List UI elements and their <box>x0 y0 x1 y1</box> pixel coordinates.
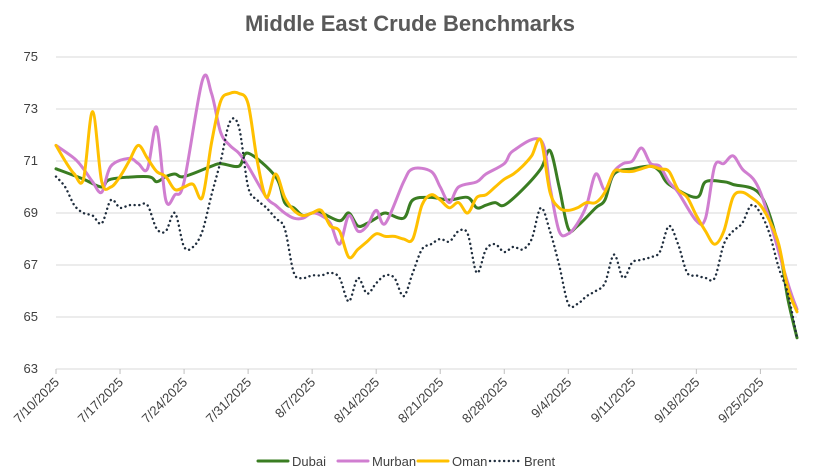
y-tick-label: 67 <box>24 257 38 272</box>
series-line-dubai <box>54 148 799 340</box>
legend-label-brent: Brent <box>524 454 555 469</box>
x-tick-label: 8/21/2025 <box>395 375 447 427</box>
x-tick-label: 7/31/2025 <box>203 375 255 427</box>
y-tick-label: 63 <box>24 361 38 376</box>
x-axis: 7/10/2025 7/17/2025 7/24/2025 7/31/2025 8/7/… <box>11 369 767 426</box>
y-tick-label: 71 <box>24 153 38 168</box>
x-tick-label: 9/18/2025 <box>651 375 703 427</box>
y-tick-label: 69 <box>24 205 38 220</box>
gridlines <box>56 56 797 370</box>
series-line-oman <box>54 90 799 314</box>
x-tick-label: 8/28/2025 <box>459 375 511 427</box>
y-axis-ticks: 63 65 67 69 71 73 75 <box>24 49 38 376</box>
legend-label-oman: Oman <box>452 454 487 469</box>
legend-label-dubai: Dubai <box>292 454 326 469</box>
series-line-brent <box>54 117 799 339</box>
x-tick-label: 9/25/2025 <box>715 375 767 427</box>
y-tick-label: 75 <box>24 49 38 64</box>
x-tick-label: 9/4/2025 <box>528 375 574 421</box>
x-tick-label: 8/14/2025 <box>331 375 383 427</box>
series-lines <box>54 73 799 340</box>
series-line-murban <box>54 73 799 311</box>
x-tick-label: 7/24/2025 <box>139 375 191 427</box>
x-tick-label: 7/17/2025 <box>75 375 127 427</box>
legend-label-murban: Murban <box>372 454 416 469</box>
chart-title: Middle East Crude Benchmarks <box>245 11 575 36</box>
y-tick-label: 73 <box>24 101 38 116</box>
x-tick-label: 9/11/2025 <box>588 375 639 426</box>
x-tick-label: 8/7/2025 <box>272 375 318 421</box>
y-tick-label: 65 <box>24 309 38 324</box>
legend: Dubai Murban Oman Brent <box>256 454 555 469</box>
x-tick-label: 7/10/2025 <box>11 375 63 427</box>
